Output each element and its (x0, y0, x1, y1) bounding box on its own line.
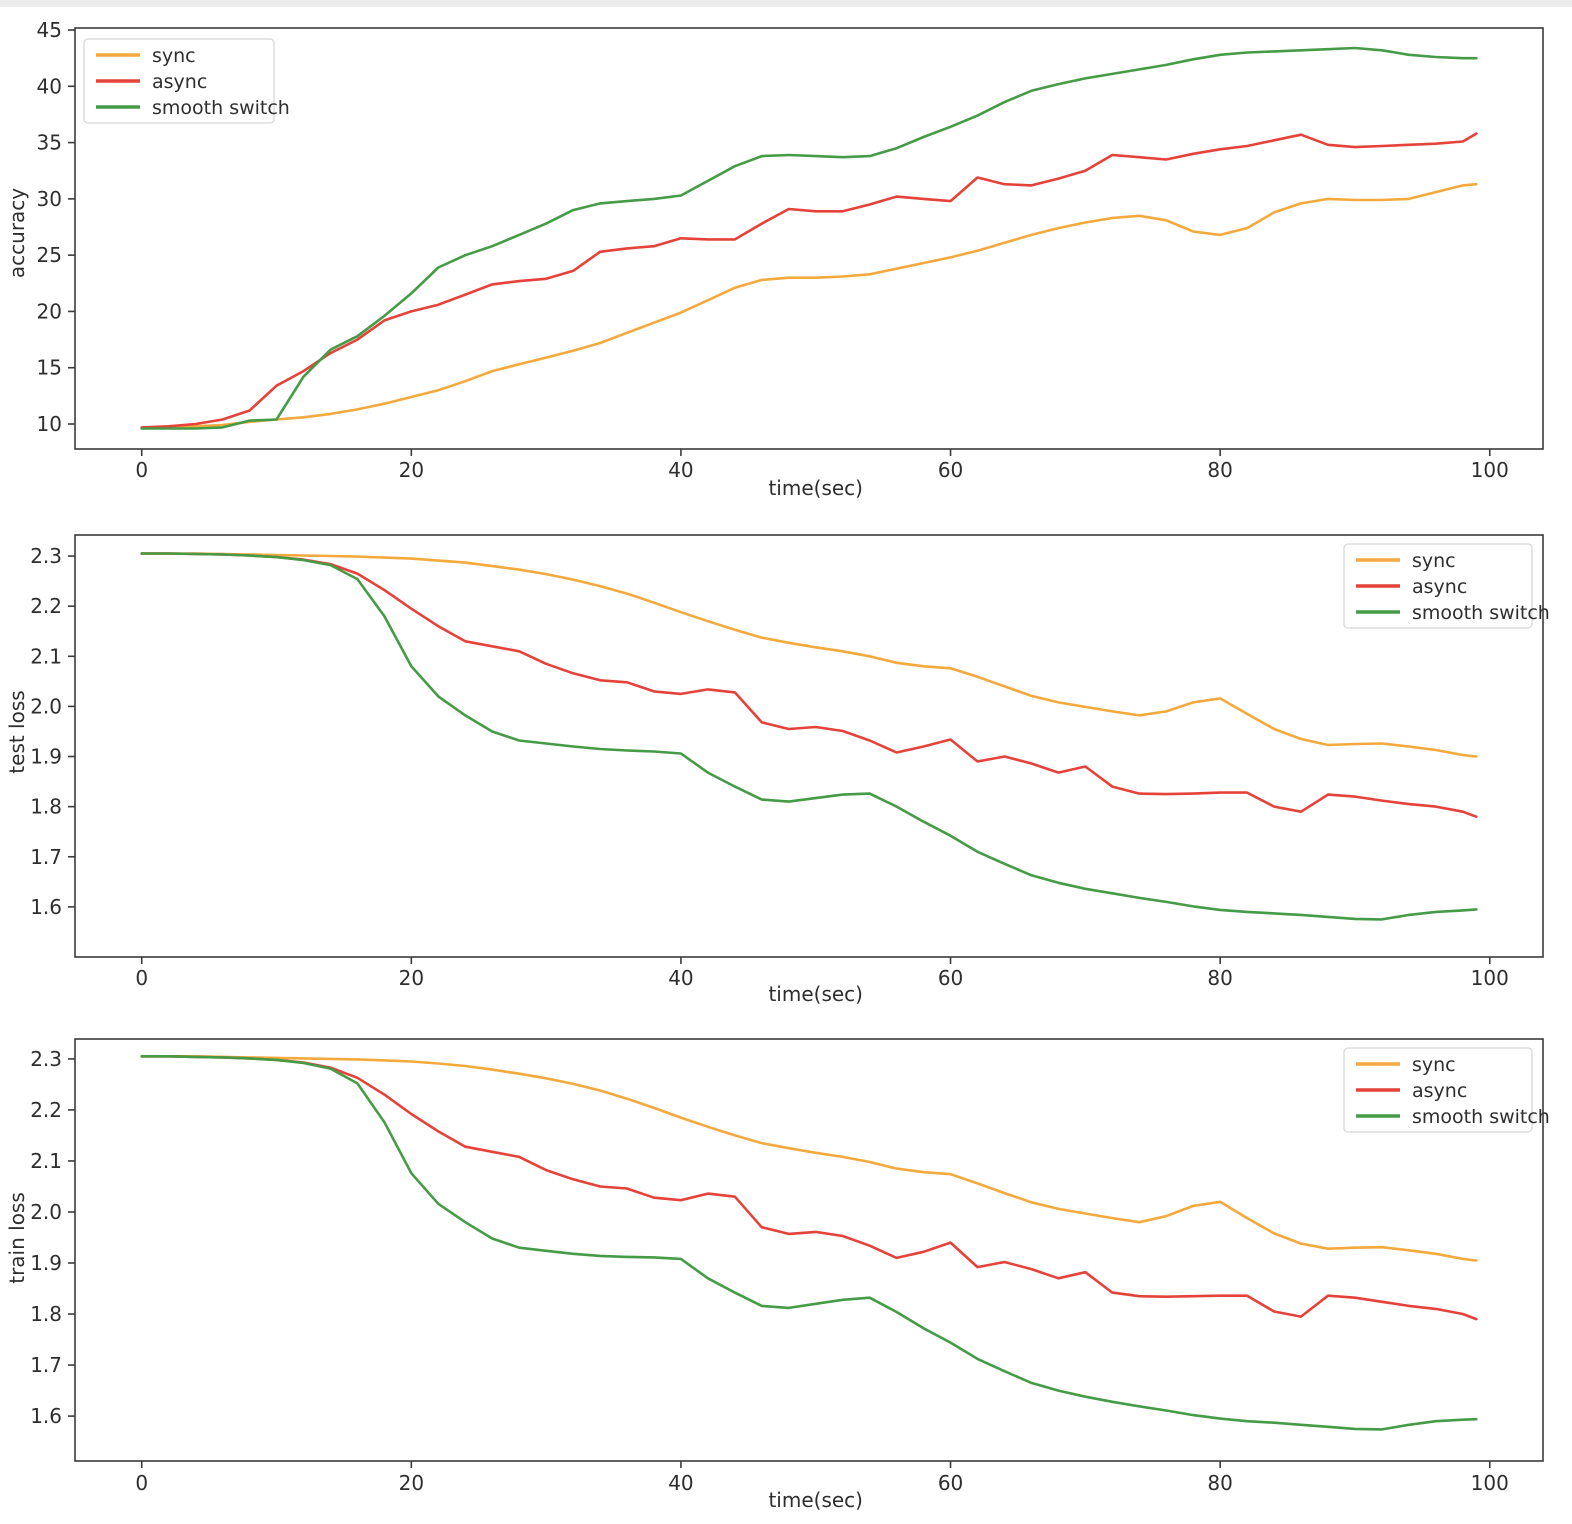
y-tick-label: 1.9 (30, 745, 62, 769)
y-tick-label: 1.8 (30, 1302, 62, 1326)
y-tick-label: 1.8 (30, 795, 62, 819)
y-tick-label: 1.6 (30, 895, 62, 919)
sync-line (140, 1054, 1478, 1262)
y-tick-label: 20 (37, 299, 62, 323)
async-line (140, 1054, 1478, 1321)
x-axis-label: time(sec) (768, 982, 863, 1006)
y-tick-label: 1.7 (30, 845, 62, 869)
x-tick-label: 60 (938, 1471, 963, 1495)
y-tick-label: 1.9 (30, 1251, 62, 1275)
legend-label-smooth-switch: smooth switch (1412, 602, 1550, 624)
async-line (140, 552, 1478, 819)
smooth-switch-line (140, 46, 1478, 430)
y-tick-label: 40 (37, 74, 62, 98)
sync-line (140, 552, 1478, 758)
smooth-switch-line (140, 552, 1478, 921)
y-tick-label: 30 (37, 187, 62, 211)
x-tick-label: 40 (668, 1471, 693, 1495)
legend-box (83, 38, 275, 124)
legend-label-async: async (152, 71, 207, 93)
smooth-switch-line (140, 1054, 1478, 1431)
x-tick-label: 20 (399, 966, 424, 990)
x-tick-label: 80 (1207, 966, 1232, 990)
legend-box (1343, 543, 1533, 629)
y-tick-label: 2.3 (30, 1047, 62, 1071)
legend-label-smooth-switch: smooth switch (1412, 1106, 1550, 1128)
y-tick-label: 25 (37, 243, 62, 267)
x-tick-label: 60 (938, 966, 963, 990)
x-tick-label: 80 (1207, 458, 1232, 482)
y-tick-label: 35 (37, 131, 62, 155)
x-tick-label: 100 (1471, 458, 1509, 482)
subplot-accuracy: 0 20 40 60 80 100 10 15 20 25 30 35 40 45 time(sec) acc… (0, 7, 1572, 512)
async-line (140, 132, 1478, 429)
test-loss-chart: 0 20 40 60 80 100 1.6 1.7 1.8 1.9 2.0 2.1 2.2 2.3 time… (5, 534, 1550, 1006)
y-tick-label: 2.2 (30, 1098, 62, 1122)
y-axis-label: train loss (5, 1192, 29, 1284)
figure-stack: 0 20 40 60 80 100 10 15 20 25 30 35 40 45 time(sec) acc… (0, 7, 1572, 1523)
y-tick-label: 45 (37, 18, 62, 42)
axes-frame (74, 27, 1544, 450)
x-tick-label: 0 (135, 458, 148, 482)
y-tick-label: 2.0 (30, 1200, 62, 1224)
x-tick-label: 20 (399, 458, 424, 482)
x-tick-label: 80 (1207, 1471, 1232, 1495)
x-tick-label: 40 (668, 966, 693, 990)
x-tick-label: 100 (1471, 966, 1509, 990)
x-tick-label: 40 (668, 458, 693, 482)
axes-frame (74, 1038, 1544, 1462)
legend-label-sync: sync (1412, 1054, 1456, 1076)
legend-label-smooth-switch: smooth switch (152, 97, 290, 119)
y-tick-label: 15 (37, 356, 62, 380)
y-tick-label: 2.1 (30, 644, 62, 668)
y-tick-label: 2.1 (30, 1149, 62, 1173)
y-tick-label: 1.6 (30, 1404, 62, 1428)
x-tick-label: 0 (135, 1471, 148, 1495)
y-tick-label: 2.0 (30, 694, 62, 718)
y-tick-label: 1.7 (30, 1353, 62, 1377)
x-tick-label: 0 (135, 966, 148, 990)
x-tick-label: 20 (399, 1471, 424, 1495)
legend-label-async: async (1412, 1080, 1467, 1102)
legend-label-sync: sync (152, 45, 196, 67)
accuracy-chart: 0 20 40 60 80 100 10 15 20 25 30 35 40 45 time(sec) acc… (5, 18, 1544, 500)
x-axis-label: time(sec) (768, 476, 863, 500)
legend-label-sync: sync (1412, 550, 1456, 572)
page-top-strip (0, 0, 1572, 7)
x-tick-label: 100 (1471, 1471, 1509, 1495)
x-tick-label: 60 (938, 458, 963, 482)
y-tick-label: 2.2 (30, 594, 62, 618)
sync-line (140, 182, 1478, 429)
train-loss-chart: 0 20 40 60 80 100 1.6 1.7 1.8 1.9 2.0 2.1 2.2 2.3 time… (5, 1038, 1550, 1512)
y-tick-label: 2.3 (30, 544, 62, 568)
x-axis-label: time(sec) (768, 1488, 863, 1512)
legend-box (1343, 1047, 1533, 1133)
y-axis-label: test loss (5, 690, 29, 773)
subplot-train-loss: 0 20 40 60 80 100 1.6 1.7 1.8 1.9 2.0 2.1 2.2 2.3 time… (0, 1014, 1572, 1523)
subplot-test-loss: 0 20 40 60 80 100 1.6 1.7 1.8 1.9 2.0 2.1 2.2 2.3 time… (0, 512, 1572, 1014)
legend-label-async: async (1412, 576, 1467, 598)
axes-frame (74, 534, 1544, 958)
y-tick-label: 10 (37, 412, 62, 436)
y-axis-label: accuracy (5, 188, 29, 278)
